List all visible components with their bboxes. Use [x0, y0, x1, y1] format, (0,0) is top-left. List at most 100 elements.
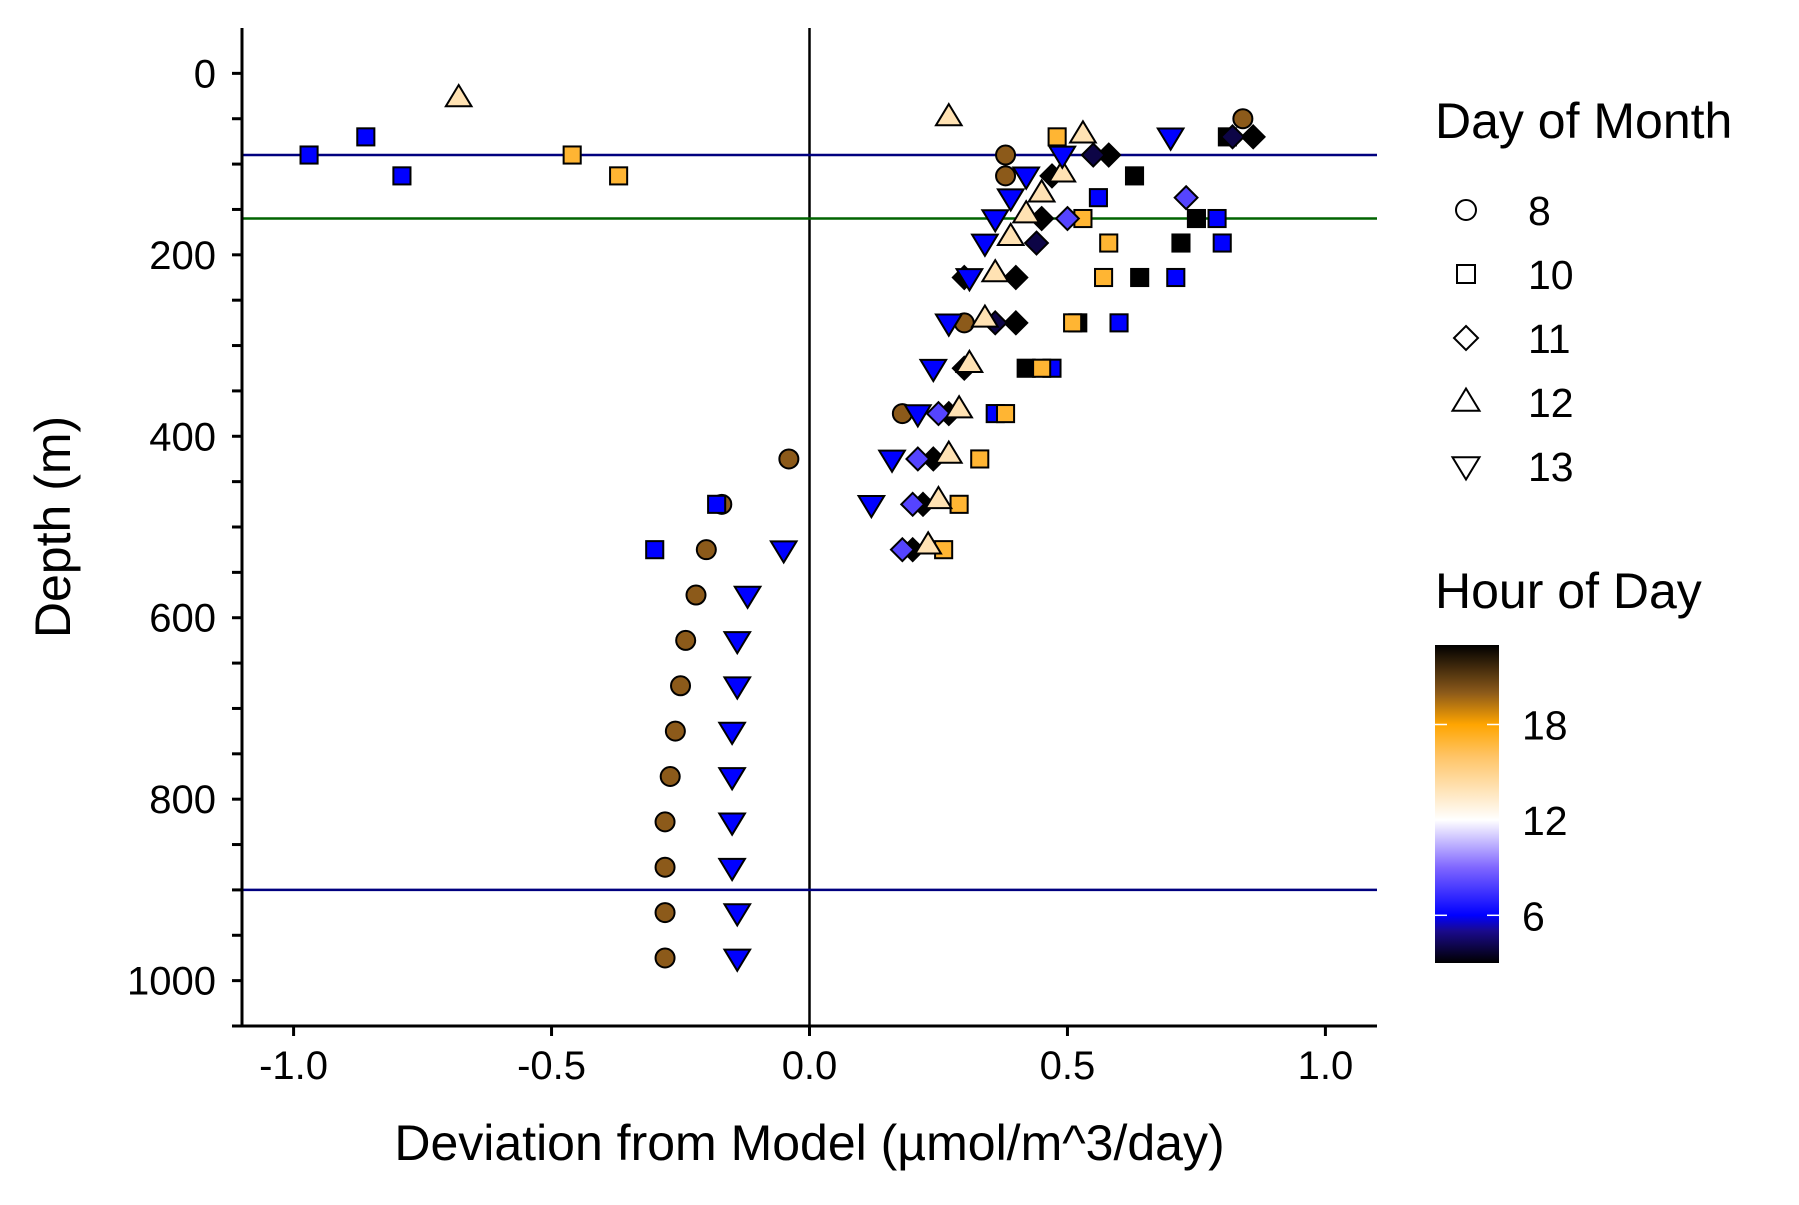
- point-day-13-20: [717, 857, 747, 882]
- point-day-13-5: [980, 209, 1010, 234]
- point-day-8-11: [659, 766, 681, 787]
- legend-label-day-11: 11: [1528, 316, 1571, 362]
- y-tick-label-1: 0: [194, 52, 216, 96]
- point-day-11-5: [1080, 142, 1107, 168]
- series-day-11: [889, 124, 1266, 563]
- point-day-10-17: [1212, 233, 1232, 253]
- point-day-12-5: [1027, 178, 1057, 203]
- point-day-11-21: [889, 536, 916, 563]
- point-day-12-8: [980, 258, 1010, 283]
- point-day-11-2: [1219, 124, 1246, 150]
- y-tick-label-5: 800: [149, 778, 216, 822]
- point-day-12-6: [1011, 199, 1041, 224]
- x-axis-title: Deviation from Model (µmol/m^3/day): [394, 1115, 1224, 1171]
- point-day-13-13: [769, 540, 799, 565]
- point-day-10-4: [562, 145, 582, 165]
- point-day-8-8: [675, 629, 697, 651]
- series-day-12: [444, 83, 1098, 555]
- point-day-13-21: [722, 903, 752, 928]
- legend-label-day-8: 8: [1528, 188, 1551, 234]
- colorbar-label-12: 12: [1522, 798, 1568, 844]
- x-tick-label-4: 0.5: [1040, 1044, 1096, 1088]
- point-day-10-28: [949, 494, 969, 514]
- point-day-13-1: [1156, 127, 1186, 152]
- point-day-11-8: [1023, 230, 1050, 256]
- y-axis-title: Depth (m): [25, 416, 81, 638]
- colorbar-label-6: 6: [1522, 893, 1545, 939]
- point-day-8-12: [654, 811, 676, 833]
- point-day-8-4: [778, 448, 800, 470]
- point-day-12-2: [934, 102, 964, 127]
- point-day-11-19: [899, 491, 926, 518]
- point-day-12-10: [954, 348, 985, 374]
- point-day-10-16: [1207, 208, 1227, 229]
- point-day-13-4: [996, 188, 1026, 213]
- shape-legend: Day of Month 8 10 11 12 13: [1435, 93, 1732, 490]
- point-day-8-15: [654, 947, 676, 969]
- y-tick-label-3: 400: [149, 415, 216, 459]
- point-day-10-13: [1171, 233, 1191, 253]
- point-day-11-6: [1054, 205, 1081, 232]
- point-day-13-9: [918, 358, 948, 383]
- legend-label-day-12: 12: [1528, 380, 1574, 426]
- shape-legend-title: Day of Month: [1435, 93, 1732, 149]
- point-day-10-26: [995, 404, 1016, 424]
- point-day-10-3: [392, 166, 412, 186]
- point-day-10-9: [1099, 233, 1119, 253]
- point-day-10-8: [1088, 188, 1108, 208]
- point-day-10-10: [1094, 267, 1114, 288]
- point-day-8-7: [685, 584, 707, 606]
- point-day-12-1: [444, 83, 474, 108]
- point-day-8-2: [995, 144, 1017, 166]
- point-day-10-24: [1032, 358, 1052, 378]
- point-day-8-6: [695, 539, 717, 561]
- point-day-12-13: [923, 485, 954, 510]
- point-day-12-3: [1068, 119, 1098, 144]
- point-day-8-3: [995, 165, 1017, 187]
- point-day-12-11: [944, 394, 974, 419]
- point-day-13-3: [1011, 166, 1041, 191]
- point-day-10-12: [1130, 267, 1150, 288]
- y-tick-label-4: 600: [149, 597, 216, 641]
- point-day-13-8: [934, 313, 964, 338]
- point-day-13-14: [732, 585, 763, 610]
- point-day-8-14: [654, 902, 676, 924]
- point-day-10-15: [1186, 208, 1206, 229]
- reference-lines: [242, 28, 1377, 1026]
- point-day-13-22: [722, 948, 752, 973]
- point-day-11-17: [905, 446, 931, 472]
- legend-marker-13: [1450, 456, 1482, 482]
- point-day-12-7: [996, 221, 1026, 247]
- point-day-13-18: [717, 767, 747, 792]
- point-day-13-12: [856, 494, 887, 520]
- point-day-10-27: [970, 449, 990, 469]
- data-points: [299, 83, 1266, 973]
- legend-marker-12: [1450, 386, 1482, 412]
- point-day-8-10: [664, 720, 686, 742]
- point-day-11-15: [925, 400, 952, 427]
- point-day-13-19: [717, 812, 747, 837]
- point-day-11-3: [1173, 184, 1199, 211]
- series-day-10: [299, 127, 1237, 560]
- color-legend: Hour of Day 18 12 6: [1435, 563, 1702, 963]
- point-day-12-14: [913, 530, 943, 555]
- x-tick-label-2: -0.5: [517, 1044, 586, 1088]
- color-legend-title: Hour of Day: [1435, 563, 1702, 619]
- axes: -1.0 -0.5 0.0 0.5 1.0 0 200 400 600 800 1000: [127, 28, 1377, 1088]
- point-day-10-31: [645, 540, 665, 560]
- legend-marker-8: [1455, 199, 1477, 221]
- colorbar: [1435, 645, 1499, 963]
- y-tick-label-2: 200: [149, 234, 216, 278]
- point-day-10-1: [299, 145, 319, 165]
- point-day-13-7: [954, 268, 985, 293]
- point-day-10-2: [356, 127, 376, 147]
- x-tick-label-1: -1.0: [259, 1044, 328, 1088]
- legend-label-day-10: 10: [1528, 252, 1574, 298]
- point-day-13-10: [903, 404, 933, 429]
- legend-marker-10: [1456, 264, 1476, 284]
- point-day-8-9: [670, 675, 692, 697]
- series-day-13: [717, 127, 1186, 973]
- point-day-10-21: [1109, 313, 1129, 333]
- point-day-12-9: [970, 303, 1000, 328]
